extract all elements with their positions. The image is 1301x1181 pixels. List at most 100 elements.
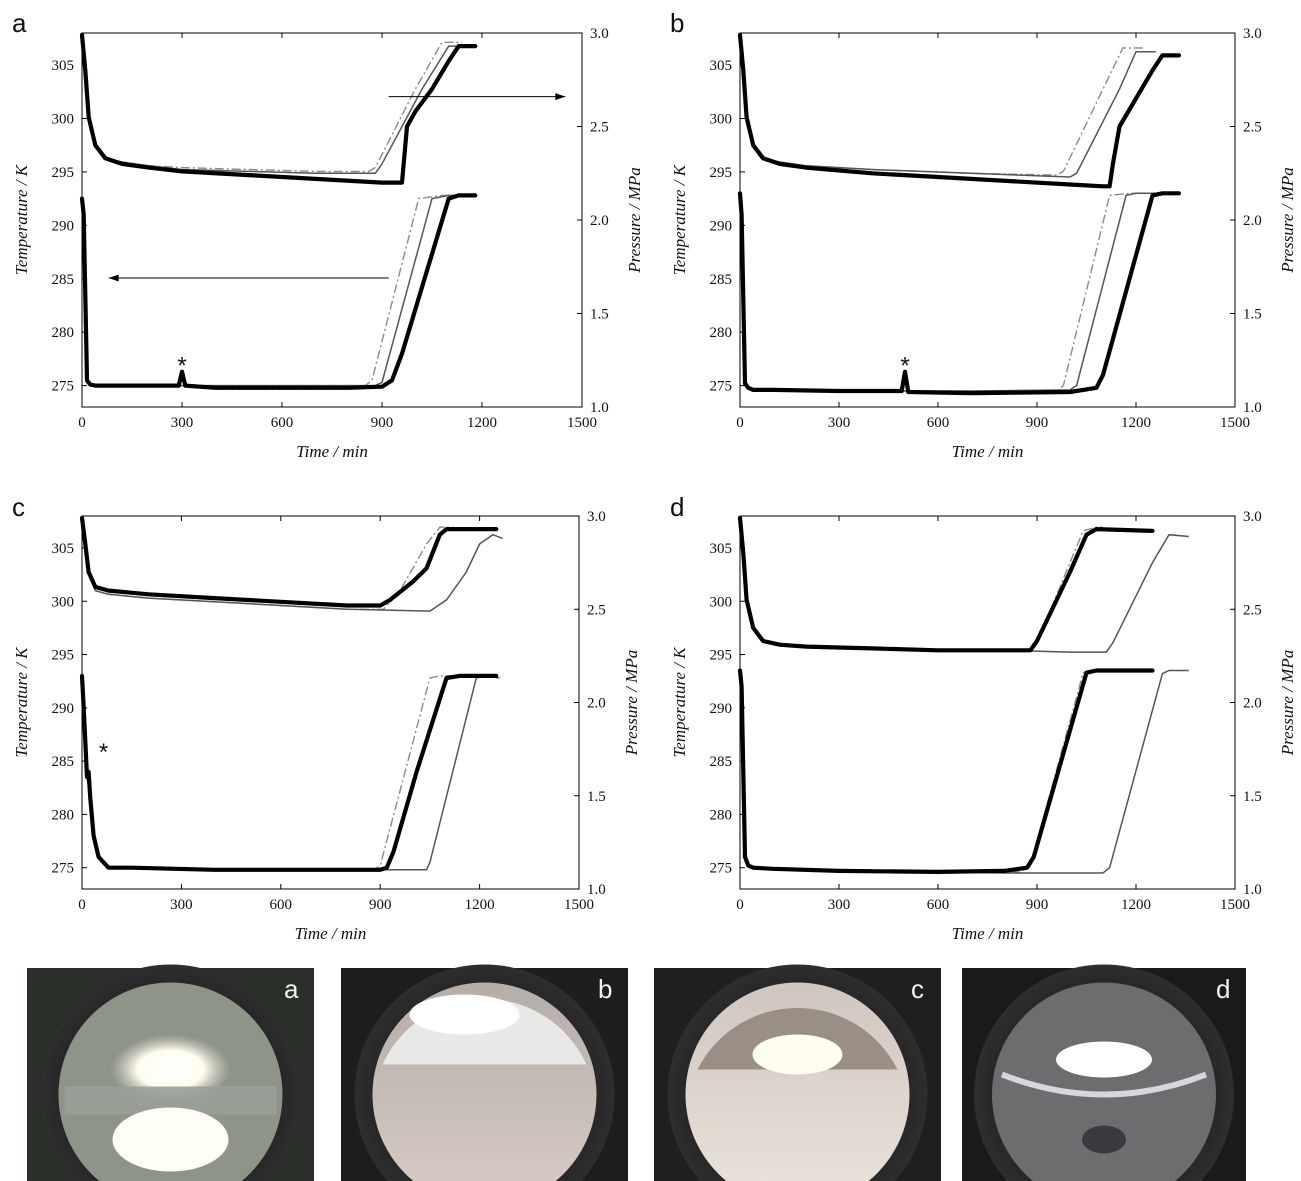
x-axis-label: Time / min — [952, 924, 1024, 943]
y-right-tick-label: 2.0 — [1243, 696, 1262, 712]
droplet — [1082, 1125, 1126, 1154]
plot-frame — [739, 32, 1236, 408]
panel-label-d: d — [670, 492, 684, 522]
pressure-series-line-gray — [81, 517, 504, 612]
photo-label-a: a — [284, 974, 299, 1004]
x-tick-label: 1200 — [465, 897, 495, 913]
arrow-head — [555, 93, 566, 101]
y-right-tick-label: 2.0 — [1243, 213, 1262, 229]
y-left-tick-label: 300 — [52, 111, 75, 127]
plot-frame — [81, 515, 580, 890]
y-right-tick-label: 2.5 — [590, 120, 609, 136]
liquid-meniscus — [1000, 1071, 1208, 1098]
y-left-tick-label: 275 — [52, 861, 75, 877]
x-tick-label: 1500 — [564, 897, 594, 913]
x-tick-label: 300 — [828, 897, 851, 913]
y-left-tick-label: 285 — [710, 272, 733, 288]
x-tick-label: 300 — [171, 415, 194, 431]
pressure-series-line-bold — [737, 515, 1155, 653]
y-left-tick-label: 275 — [52, 379, 75, 395]
y-left-axis-label: Temperature / K — [670, 163, 689, 275]
y-right-tick-label: 1.0 — [590, 400, 609, 416]
x-axis-label: Time / min — [952, 442, 1024, 461]
y-right-axis-label: Pressure / MPa — [1278, 167, 1297, 273]
photo-row: a b c d — [27, 964, 1246, 1181]
x-tick-label: 1200 — [1121, 415, 1151, 431]
y-right-tick-label: 2.5 — [1243, 602, 1262, 618]
anomaly-annotation: * — [99, 739, 108, 766]
y-left-tick-label: 285 — [710, 754, 733, 770]
cell-window — [992, 982, 1216, 1181]
y-left-tick-label: 275 — [710, 861, 733, 877]
y-right-tick-label: 1.0 — [587, 882, 606, 898]
x-tick-label: 1500 — [567, 415, 597, 431]
y-left-tick-label: 300 — [710, 111, 733, 127]
y-left-tick-label: 290 — [710, 218, 733, 234]
light-glow-lower — [112, 1107, 229, 1172]
x-tick-label: 1500 — [1220, 897, 1250, 913]
pressure-series-line-bold — [79, 32, 478, 185]
x-tick-label: 300 — [828, 415, 851, 431]
temperature-series-line-bold — [737, 668, 1155, 875]
anomaly-annotation: * — [900, 353, 909, 380]
x-tick-label: 900 — [369, 897, 392, 913]
cell-photo-c: c — [654, 964, 941, 1181]
y-left-axis-label: Temperature / K — [670, 646, 689, 758]
y-right-tick-label: 1.5 — [590, 307, 609, 323]
photo-label-b: b — [598, 974, 612, 1004]
chart-panel-d: d 0 300 600 900 1200 1500 275 280 285 290 295 300 305… — [670, 492, 1297, 943]
pressure-series-line-dash — [739, 517, 1103, 651]
x-tick-label: 600 — [271, 415, 294, 431]
x-tick-label: 1500 — [1220, 415, 1250, 431]
x-tick-label: 0 — [78, 897, 86, 913]
plot-frame — [739, 515, 1236, 890]
x-tick-label: 0 — [736, 897, 744, 913]
y-left-tick-label: 305 — [52, 58, 75, 74]
temperature-series-line-dash — [739, 669, 1103, 873]
y-right-tick-label: 1.0 — [1243, 400, 1262, 416]
y-right-tick-label: 3.0 — [590, 26, 609, 42]
y-left-axis-label: Temperature / K — [12, 646, 31, 758]
y-right-tick-label: 1.5 — [1243, 307, 1262, 323]
temperature-series-line-gray — [739, 669, 1189, 874]
x-tick-label: 900 — [371, 415, 394, 431]
panel-label-c: c — [12, 492, 25, 522]
temperature-series-line-gray — [739, 192, 1156, 392]
x-axis-label: Time / min — [295, 924, 367, 943]
y-left-tick-label: 300 — [52, 594, 75, 610]
y-right-tick-label: 3.0 — [1243, 26, 1262, 42]
arrow-head — [108, 274, 119, 282]
y-left-tick-label: 280 — [52, 325, 75, 341]
y-right-tick-label: 2.0 — [587, 696, 606, 712]
y-left-axis-label: Temperature / K — [12, 163, 31, 275]
temperature-series-line-dash — [81, 675, 457, 871]
x-tick-label: 1200 — [1121, 897, 1151, 913]
y-left-tick-label: 305 — [710, 58, 733, 74]
y-right-tick-label: 2.5 — [1243, 120, 1262, 136]
pressure-series-line-gray — [739, 517, 1189, 653]
y-left-tick-label: 305 — [710, 541, 733, 557]
y-left-tick-label: 285 — [52, 272, 75, 288]
photo-label-c: c — [911, 974, 924, 1004]
temperature-series-line-dash — [81, 194, 462, 387]
pressure-series-line-dash — [739, 34, 1143, 176]
x-tick-label: 600 — [927, 897, 950, 913]
chart-panels: a 0 300 600 900 1200 1500 275 280 285 290 295 300 305… — [12, 8, 1297, 943]
light-glow — [752, 1034, 843, 1075]
y-left-tick-label: 295 — [710, 648, 733, 664]
photo-label-d: d — [1216, 974, 1230, 1004]
light-glow — [409, 994, 520, 1035]
cell-photo-b: b — [341, 964, 628, 1181]
temperature-series-line-gray — [81, 194, 469, 387]
y-right-tick-label: 2.0 — [590, 213, 609, 229]
x-tick-label: 0 — [78, 415, 86, 431]
y-left-tick-label: 275 — [710, 379, 733, 395]
x-tick-label: 900 — [1026, 897, 1049, 913]
y-right-tick-label: 1.5 — [587, 789, 606, 805]
y-right-tick-label: 2.5 — [587, 602, 606, 618]
y-left-tick-label: 280 — [52, 807, 75, 823]
pressure-series-line-bold — [737, 32, 1182, 189]
y-right-tick-label: 1.5 — [1243, 789, 1262, 805]
x-tick-label: 1200 — [467, 415, 497, 431]
